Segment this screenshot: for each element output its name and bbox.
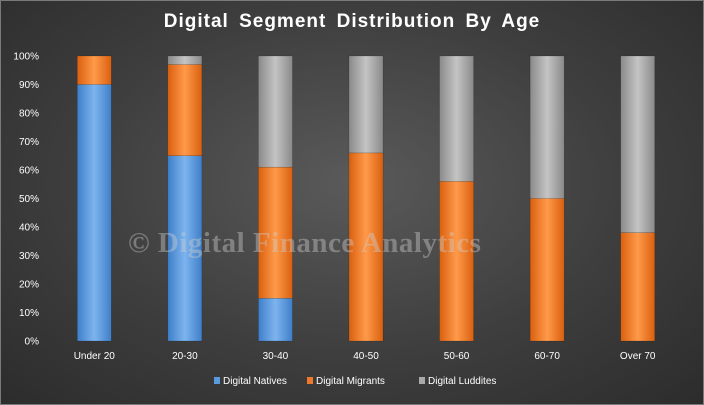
bar-segment bbox=[620, 232, 655, 342]
x-tick-label: 30-40 bbox=[263, 351, 289, 362]
x-tick-label: Over 70 bbox=[620, 351, 656, 362]
y-tick-label: 80% bbox=[19, 109, 39, 120]
x-tick-label: 20-30 bbox=[172, 351, 198, 362]
bar-segment bbox=[258, 166, 293, 299]
y-tick-label: 60% bbox=[19, 166, 39, 177]
y-tick-label: 0% bbox=[25, 337, 40, 348]
y-tick-label: 100% bbox=[13, 52, 39, 63]
y-tick-label: 90% bbox=[19, 80, 39, 91]
legend-label: Digital Luddites bbox=[428, 376, 496, 387]
bar-segment bbox=[348, 152, 384, 342]
bar-segment bbox=[167, 55, 203, 65]
bar-segment bbox=[529, 55, 565, 199]
bar-segment bbox=[167, 64, 203, 156]
bar-segment bbox=[258, 55, 293, 168]
x-tick-label: 60-70 bbox=[534, 351, 560, 362]
bar-segment bbox=[620, 55, 655, 233]
legend-label: Digital Natives bbox=[223, 376, 287, 387]
y-tick-label: 40% bbox=[19, 223, 39, 234]
y-tick-label: 20% bbox=[19, 280, 39, 291]
watermark: © Digital Finance Analytics bbox=[128, 227, 482, 259]
bar-segment bbox=[439, 181, 474, 342]
legend-swatch bbox=[214, 377, 220, 384]
bar-segment bbox=[77, 55, 112, 85]
y-tick-label: 30% bbox=[19, 251, 39, 262]
bar-segment bbox=[77, 84, 112, 342]
chart-title: Digital Segment Distribution By Age bbox=[163, 11, 541, 32]
legend-label: Digital Migrants bbox=[316, 376, 385, 387]
bar-segment bbox=[167, 155, 203, 342]
bar-segment bbox=[348, 55, 384, 154]
x-tick-label: 40-50 bbox=[353, 351, 379, 362]
legend-swatch bbox=[419, 377, 425, 384]
bar-segment bbox=[439, 55, 474, 182]
y-tick-label: 70% bbox=[19, 137, 39, 148]
x-tick-label: Under 20 bbox=[74, 351, 116, 362]
y-tick-label: 50% bbox=[19, 194, 39, 205]
bar-segment bbox=[529, 198, 565, 342]
y-tick-label: 10% bbox=[19, 308, 39, 319]
legend-swatch bbox=[307, 377, 313, 384]
x-tick-label: 50-60 bbox=[444, 351, 470, 362]
bar-segment bbox=[258, 298, 293, 342]
